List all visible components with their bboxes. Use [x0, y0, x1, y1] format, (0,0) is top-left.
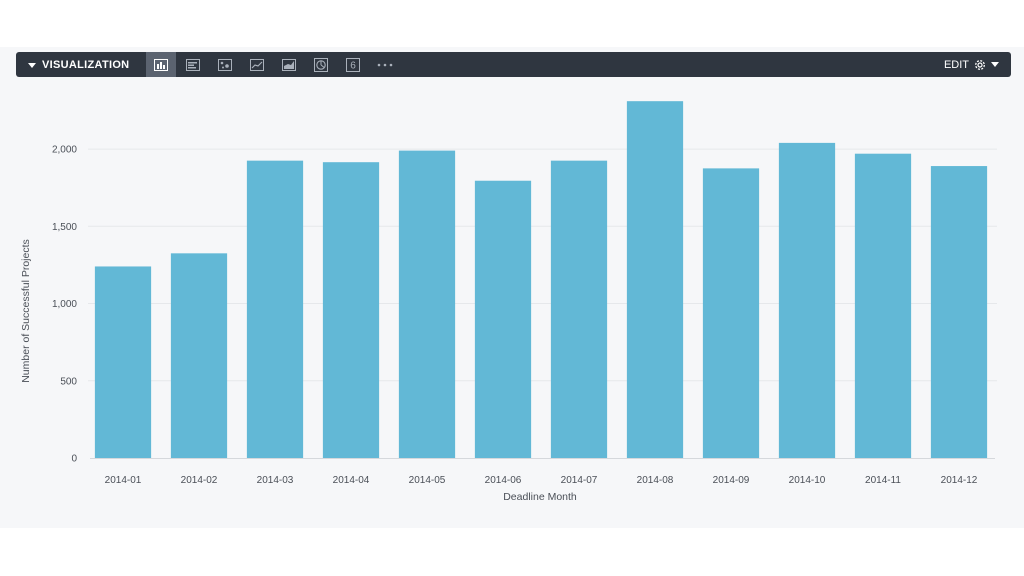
more-options-icon	[377, 63, 393, 66]
bar[interactable]	[778, 142, 836, 458]
bar[interactable]	[854, 153, 912, 458]
y-tick-label: 0	[71, 454, 77, 465]
bar[interactable]	[626, 101, 684, 459]
x-tick-label: 2014-09	[713, 475, 750, 486]
y-tick-label: 2,000	[52, 145, 77, 156]
x-tick-label: 2014-08	[637, 475, 674, 486]
x-tick-label: 2014-02	[181, 475, 218, 486]
bar[interactable]	[170, 253, 228, 458]
y-tick-label: 500	[60, 376, 77, 387]
more-options-button[interactable]	[370, 52, 400, 77]
visualization-toggle[interactable]: VISUALIZATION	[28, 52, 129, 77]
bar[interactable]	[94, 266, 152, 458]
tick-labels: 0 500 1,000 1,500 2,000 2014-01 2014-02 2014-03…	[52, 145, 978, 486]
area-chart-button[interactable]	[274, 52, 304, 77]
scatter-chart-button[interactable]	[210, 52, 240, 77]
bar[interactable]	[550, 160, 608, 459]
bar[interactable]	[246, 160, 304, 459]
x-tick-label: 2014-07	[561, 475, 598, 486]
y-tick-label: 1,500	[52, 222, 77, 233]
x-tick-label: 2014-11	[865, 475, 901, 486]
x-tick-label: 2014-04	[333, 475, 370, 486]
column-chart-button[interactable]	[146, 52, 176, 77]
bars	[94, 101, 988, 459]
bar[interactable]	[398, 150, 456, 458]
y-axis-label: Number of Successful Projects	[20, 239, 32, 383]
x-tick-label: 2014-06	[485, 475, 522, 486]
line-chart-icon	[250, 58, 264, 71]
x-tick-label: 2014-01	[105, 475, 142, 486]
bar[interactable]	[322, 162, 380, 459]
caret-down-icon	[28, 62, 36, 68]
column-chart-icon	[154, 58, 168, 71]
chevron-down-icon	[991, 62, 999, 67]
bar-chart-button[interactable]	[178, 52, 208, 77]
x-tick-label: 2014-10	[789, 475, 826, 486]
x-tick-label: 2014-03	[257, 475, 294, 486]
x-tick-label: 2014-12	[941, 475, 978, 486]
scatter-chart-icon	[218, 58, 232, 71]
y-tick-label: 1,000	[52, 299, 77, 310]
edit-label: EDIT	[943, 58, 969, 71]
pie-chart-icon	[314, 57, 328, 72]
edit-menu[interactable]: EDIT	[944, 52, 999, 77]
single-value-button[interactable]: 6	[338, 52, 368, 77]
bar-chart-icon	[186, 58, 200, 71]
single-value-icon: 6	[346, 57, 360, 72]
bar[interactable]	[474, 180, 532, 458]
pie-chart-button[interactable]	[306, 52, 336, 77]
bar[interactable]	[930, 166, 988, 459]
area-chart-icon	[282, 58, 296, 71]
single-value-label: 6	[350, 60, 356, 71]
gear-icon	[975, 59, 985, 70]
x-tick-label: 2014-05	[409, 475, 446, 486]
gridlines	[88, 148, 997, 382]
bar[interactable]	[702, 168, 760, 458]
visualization-toolbar: VISUALIZATION	[16, 52, 1011, 77]
visualization-title: VISUALIZATION	[42, 58, 130, 71]
line-chart-button[interactable]	[242, 52, 272, 77]
x-axis-label: Deadline Month	[503, 491, 577, 503]
